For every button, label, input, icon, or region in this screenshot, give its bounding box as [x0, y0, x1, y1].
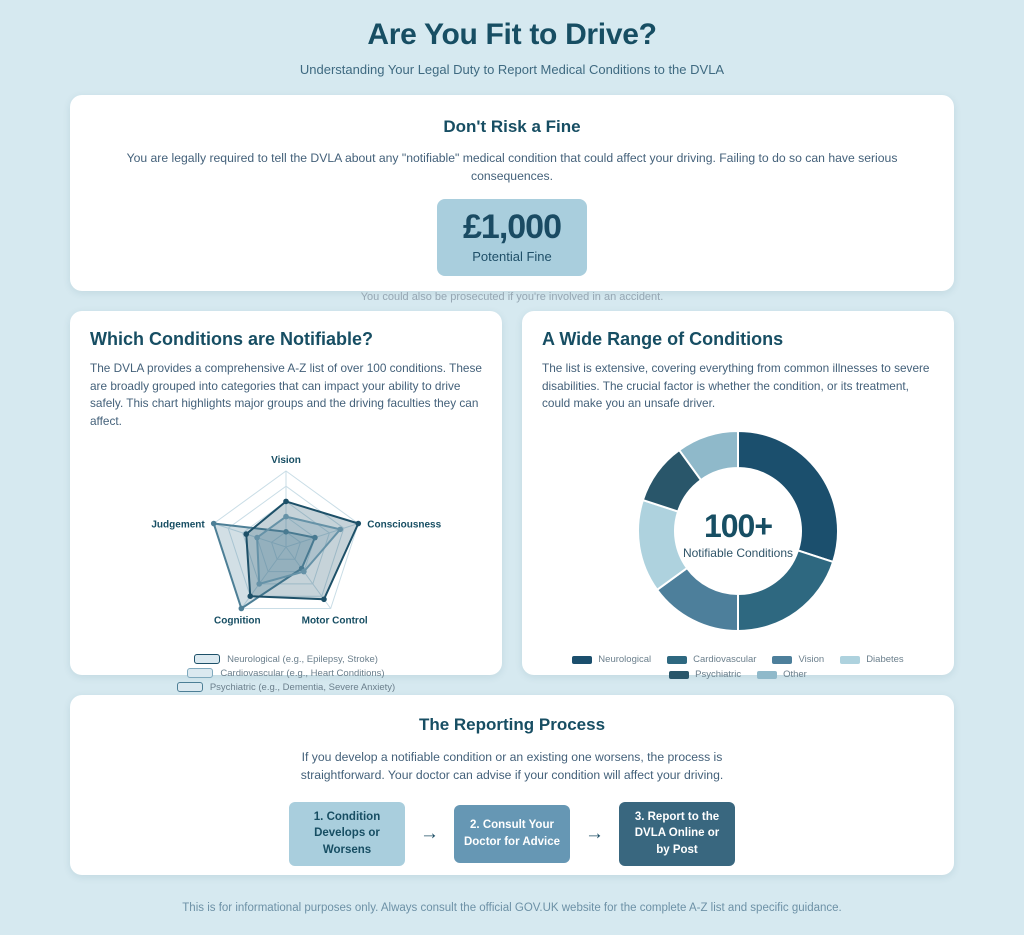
donut-card: A Wide Range of Conditions The list is e… — [522, 311, 954, 680]
svg-text:Motor Control: Motor Control — [302, 615, 368, 626]
legend-label: Diabetes — [866, 654, 904, 666]
legend-item: Psychiatric (e.g., Dementia, Severe Anxi… — [176, 681, 396, 693]
legend-item: Cardiovascular (e.g., Heart Conditions) — [187, 667, 385, 679]
fine-amount-box: £1,000 Potential Fine — [437, 198, 587, 276]
fine-amount-label: Potential Fine — [472, 248, 552, 264]
radar-card-heading: Which Conditions are Notifiable? — [90, 329, 373, 349]
legend-swatch — [572, 655, 593, 664]
svg-text:Vision: Vision — [271, 455, 301, 466]
page-title: Are You Fit to Drive? — [367, 18, 657, 51]
footer-disclaimer: This is for informational purposes only.… — [182, 902, 842, 914]
process-step-3: 3. Report to the DVLA Online or by Post — [619, 801, 735, 866]
radar-legend: Neurological (e.g., Epilepsy, Stroke) Ca… — [90, 654, 482, 693]
legend-item: Diabetes — [840, 654, 904, 665]
legend-swatch — [840, 655, 861, 664]
radar-chart: Vision Consciousness Motor Control Cognitio… — [151, 455, 441, 626]
legend-label: Psychiatric — [695, 669, 742, 681]
legend-swatch — [187, 668, 214, 679]
arrow-right-icon: → — [420, 822, 439, 844]
fine-card: Don't Risk a Fine You are legally requir… — [70, 95, 954, 303]
svg-text:Consciousness: Consciousness — [367, 519, 441, 530]
donut-card-heading: A Wide Range of Conditions — [542, 329, 784, 349]
donut-card-body: The list is extensive, covering everythi… — [542, 361, 930, 411]
legend-swatch — [194, 654, 221, 665]
legend-item: Neurological (e.g., Epilepsy, Stroke) — [194, 654, 378, 665]
legend-label: Neurological (e.g., Epilepsy, Stroke) — [227, 653, 378, 665]
process-card-body: If you develop a notifiable condition or… — [300, 750, 724, 783]
legend-label: Vision — [798, 654, 825, 666]
legend-item: Vision — [772, 654, 824, 665]
fine-card-heading: Don't Risk a Fine — [443, 117, 581, 136]
page-subtitle: Understanding Your Legal Duty to Report … — [299, 62, 725, 77]
process-card-heading: The Reporting Process — [418, 715, 606, 734]
legend-item: Neurological — [572, 654, 651, 665]
legend-label: Neurological — [598, 654, 652, 666]
legend-swatch — [772, 655, 793, 664]
legend-item: Other — [757, 669, 807, 680]
arrow-right-icon: → — [585, 822, 604, 844]
radar-card: Which Conditions are Notifiable? The DVL… — [70, 311, 502, 693]
fine-note: You could also be prosecuted if you're i… — [360, 290, 664, 303]
process-step-1: 1. Condition Develops or Worsens — [289, 801, 405, 866]
legend-item: Psychiatric — [669, 669, 741, 680]
process-step-2: 2. Consult Your Doctor for Advice — [454, 804, 570, 863]
legend-item: Cardiovascular — [667, 654, 756, 665]
main-content: Don't Risk a Fine You are legally requir… — [70, 95, 954, 914]
fine-amount: £1,000 — [463, 207, 562, 246]
donut-legend: Neurological Cardiovascular Vision Diabe… — [542, 654, 934, 680]
legend-swatch — [176, 682, 203, 693]
legend-swatch — [757, 670, 778, 679]
legend-label: Cardiovascular (e.g., Heart Conditions) — [220, 667, 385, 679]
radar-card-body: The DVLA provides a comprehensive A-Z li… — [90, 361, 482, 429]
donut-chart — [637, 430, 839, 633]
page-header: Are You Fit to Drive? Understanding Your… — [0, 0, 1024, 77]
process-card: The Reporting Process If you develop a n… — [70, 695, 954, 875]
legend-label: Other — [783, 669, 807, 681]
legend-label: Psychiatric (e.g., Dementia, Severe Anxi… — [209, 681, 396, 693]
fine-card-body: You are legally required to tell the DVL… — [126, 151, 898, 184]
svg-text:Judgement: Judgement — [151, 519, 205, 530]
legend-label: Cardiovascular — [693, 654, 757, 666]
process-steps: 1. Condition Develops or Worsens → 2. Co… — [70, 801, 954, 866]
legend-swatch — [667, 655, 688, 664]
svg-text:Cognition: Cognition — [214, 615, 261, 626]
legend-swatch — [669, 670, 690, 679]
